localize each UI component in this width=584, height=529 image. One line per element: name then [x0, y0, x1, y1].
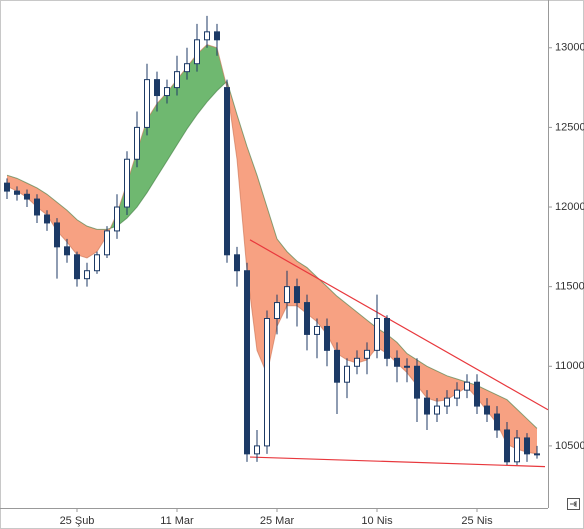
- trendline: [249, 239, 549, 411]
- candle-body: [214, 31, 220, 41]
- ma-band: [77, 219, 87, 258]
- trendline: [249, 456, 546, 468]
- y-tick-label: 12000: [555, 201, 584, 213]
- ma-band: [87, 226, 97, 258]
- ma-band: [157, 92, 167, 177]
- candle-body: [274, 302, 280, 319]
- candle-body: [264, 317, 270, 447]
- candle-body: [374, 317, 380, 351]
- candle-body: [304, 302, 310, 335]
- candle-body: [144, 79, 150, 128]
- candle-body: [134, 126, 140, 160]
- candle-body: [344, 365, 350, 383]
- icon-glyph: [570, 501, 577, 507]
- candle-body: [254, 445, 260, 455]
- candle-body: [294, 286, 300, 304]
- ma-band: [317, 277, 327, 335]
- y-tick-label: 12500: [555, 121, 584, 133]
- x-tick-label: 11 Mar: [160, 515, 194, 527]
- candle-body: [364, 349, 370, 359]
- candle-body: [324, 325, 330, 351]
- candle-body: [204, 31, 210, 41]
- y-tick-label: 10500: [555, 440, 584, 452]
- y-tick-label: 11500: [555, 281, 584, 293]
- x-tick-label: 25 Mar: [260, 515, 295, 527]
- candle-body: [234, 254, 240, 272]
- candle-body: [84, 270, 90, 280]
- candle-body: [184, 63, 190, 73]
- ma-band: [437, 371, 447, 402]
- ma-band: [167, 79, 177, 161]
- candle-body: [454, 389, 460, 399]
- candle-body: [14, 190, 20, 195]
- ma-band: [67, 210, 77, 255]
- ma-band: [217, 47, 226, 91]
- ma-band: [337, 296, 347, 360]
- x-tick-label: 10 Nis: [361, 515, 393, 527]
- x-tick-label: 25 Nis: [461, 515, 493, 527]
- candle-body: [444, 397, 450, 407]
- candle-body: [514, 437, 520, 463]
- candle-body: [114, 206, 120, 232]
- candle-body: [194, 39, 200, 65]
- candle-body: [534, 453, 540, 456]
- candle-body: [524, 437, 530, 455]
- plot-area: [4, 15, 549, 468]
- ma-band: [347, 304, 357, 364]
- candle-body: [74, 254, 80, 280]
- candle-body: [174, 71, 180, 89]
- candle-body: [154, 79, 160, 97]
- ma-band: [247, 146, 257, 351]
- candle-body: [474, 381, 480, 407]
- candle-body: [434, 405, 440, 415]
- candle-body: [104, 230, 110, 256]
- candle-body: [394, 357, 400, 367]
- candle-body: [384, 317, 390, 359]
- candle-body: [354, 357, 360, 367]
- candle-body: [24, 193, 30, 200]
- candle-body: [464, 381, 470, 391]
- candle-body: [54, 222, 60, 248]
- candle-body: [34, 198, 40, 216]
- candle-body: [314, 325, 320, 335]
- candle-body: [334, 349, 340, 383]
- corner-icon[interactable]: [567, 498, 580, 510]
- candle-body: [494, 413, 500, 431]
- y-tick-label: 13000: [555, 42, 584, 54]
- candle-body: [164, 87, 170, 97]
- candle-body: [64, 246, 70, 256]
- candle-body: [124, 158, 130, 208]
- candle-body: [284, 286, 290, 304]
- candle-body: [224, 87, 230, 256]
- ma-band: [137, 119, 147, 208]
- ma-band: [207, 44, 217, 102]
- candle-body: [414, 365, 420, 399]
- candle-body: [44, 214, 50, 224]
- candle-body: [504, 429, 510, 463]
- ma-band: [47, 194, 57, 231]
- candle-body: [424, 397, 430, 415]
- candle-body: [94, 254, 100, 272]
- ma-band: [187, 54, 197, 129]
- ma-line: [6, 80, 538, 429]
- ma-band: [427, 366, 437, 402]
- candle-body: [244, 270, 250, 455]
- candle-body: [404, 365, 410, 368]
- candle-body: [4, 182, 10, 192]
- x-tick-label: 25 Şub: [60, 515, 95, 527]
- y-tick-label: 11000: [555, 360, 584, 372]
- ma-band: [237, 114, 247, 271]
- candle-body: [484, 405, 490, 415]
